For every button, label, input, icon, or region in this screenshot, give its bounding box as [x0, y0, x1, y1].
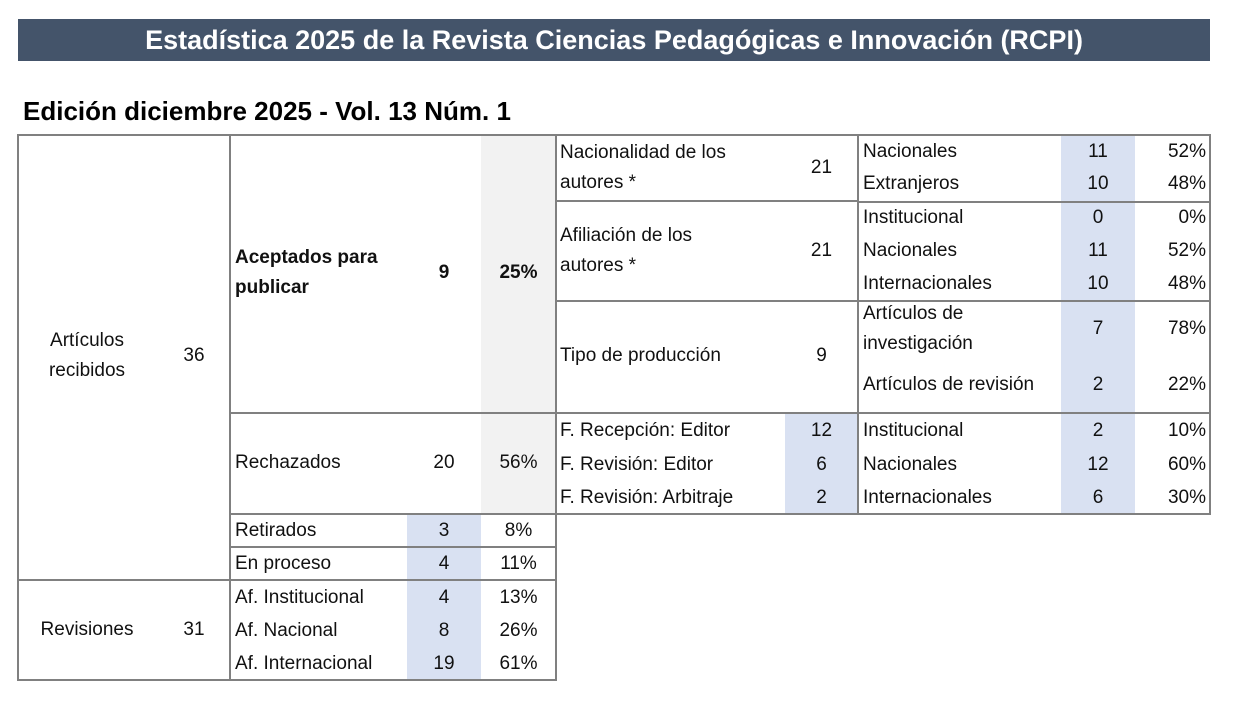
afiliacion-row-pct: 0%	[1178, 207, 1206, 228]
afiliacion-row-value: 0	[1092, 207, 1104, 228]
nacionalidad-row-pct: 52%	[1167, 141, 1206, 162]
tipo-row-pct: 22%	[1167, 374, 1206, 395]
afiliacion-row-label: Institucional	[863, 207, 964, 228]
phase-label: F. Revisión: Editor	[560, 454, 714, 475]
grid-line	[229, 513, 1211, 515]
afiliacion-label: Afiliación de los autores *	[560, 225, 693, 276]
proceso-label: En proceso	[235, 553, 332, 574]
tipo-row-pct: 78%	[1167, 318, 1206, 339]
rechazados-row-pct: 10%	[1167, 420, 1206, 441]
rechazados-value: 20	[433, 452, 455, 473]
recibidos-label: Artículos recibidos	[48, 330, 126, 381]
tipo-value: 9	[816, 345, 827, 366]
grid-line	[555, 134, 557, 681]
grid-line	[229, 412, 1211, 414]
lower-values-bg	[407, 514, 481, 680]
rechazados-row-pct: 60%	[1167, 454, 1206, 475]
grid-line	[1209, 134, 1211, 515]
rechazados-row-label: Nacionales	[863, 454, 957, 475]
grid-line	[857, 201, 1211, 203]
revisiones-value: 31	[183, 619, 205, 640]
afiliacion-row-pct: 52%	[1167, 240, 1206, 261]
nacionalidad-row-label: Nacionales	[863, 141, 957, 162]
phases-values-bg	[785, 413, 858, 514]
breakdown-values-bg	[1061, 135, 1135, 514]
revisiones-row-label: Af. Institucional	[235, 587, 364, 608]
afiliacion-value: 21	[810, 240, 833, 261]
revisiones-row-value: 8	[438, 620, 450, 641]
tipo-row-value: 2	[1092, 374, 1104, 395]
aceptados-pct: 25%	[499, 262, 538, 283]
proceso-pct: 11%	[500, 553, 537, 574]
afiliacion-row-pct: 48%	[1167, 273, 1206, 294]
rechazados-row-value: 12	[1087, 454, 1109, 475]
grid-line	[229, 546, 556, 548]
retirados-value: 3	[438, 520, 450, 541]
phase-value: 12	[810, 420, 833, 441]
nacionalidad-row-value: 10	[1087, 173, 1109, 194]
tipo-row-value: 7	[1092, 318, 1104, 339]
tipo-row-label: Artículos de investigación	[863, 303, 973, 354]
tipo-row-label: Artículos de revisión	[863, 374, 1035, 395]
grid-line	[17, 134, 1211, 136]
nacionalidad-value: 21	[810, 157, 833, 178]
afiliacion-row-label: Internacionales	[863, 273, 992, 294]
rechazados-row-value: 2	[1092, 420, 1104, 441]
grid-line	[229, 134, 231, 681]
nacionalidad-row-label: Extranjeros	[863, 173, 960, 194]
retirados-label: Retirados	[235, 520, 317, 541]
edition-subtitle: Edición diciembre 2025 - Vol. 13 Núm. 1	[23, 96, 511, 126]
rechazados-pct: 56%	[499, 452, 538, 473]
rechazados-row-label: Internacionales	[863, 487, 992, 508]
phase-value: 2	[816, 487, 827, 508]
phase-value: 6	[816, 454, 827, 475]
grid-line	[555, 200, 859, 202]
nacionalidad-label: Nacionalidad de los autores *	[560, 142, 726, 193]
revisiones-row-label: Af. Internacional	[235, 653, 373, 674]
aceptados-value: 9	[438, 262, 450, 283]
revisiones-row-label: Af. Nacional	[235, 620, 338, 641]
revisiones-row-value: 19	[433, 653, 455, 674]
retirados-pct: 8%	[504, 520, 533, 541]
afiliacion-row-label: Nacionales	[863, 240, 957, 261]
rechazados-label: Rechazados	[235, 452, 341, 473]
grid-line	[17, 579, 556, 581]
rechazados-row-value: 6	[1092, 487, 1104, 508]
grid-line	[17, 134, 19, 681]
phase-label: F. Recepción: Editor	[560, 420, 731, 441]
rechazados-row-pct: 30%	[1167, 487, 1206, 508]
afiliacion-row-value: 11	[1088, 240, 1108, 261]
recibidos-value: 36	[183, 345, 205, 366]
proceso-value: 4	[438, 553, 450, 574]
revisiones-row-pct: 61%	[499, 653, 538, 674]
revisiones-row-pct: 26%	[499, 620, 538, 641]
grid-line	[555, 300, 1211, 302]
nacionalidad-row-pct: 48%	[1167, 173, 1206, 194]
revisiones-label: Revisiones	[40, 619, 134, 640]
nacionalidad-row-value: 11	[1088, 141, 1108, 162]
aceptados-label: Aceptados para publicar	[235, 247, 378, 298]
phase-label: F. Revisión: Arbitraje	[560, 487, 734, 508]
tipo-label: Tipo de producción	[560, 345, 721, 366]
page-title: Estadística 2025 de la Revista Ciencias …	[18, 19, 1210, 61]
grid-line	[17, 679, 556, 681]
rechazados-pct-bg	[481, 413, 556, 514]
afiliacion-row-value: 10	[1087, 273, 1109, 294]
rechazados-row-label: Institucional	[863, 420, 964, 441]
aceptados-pct-bg	[481, 135, 556, 413]
grid-line	[857, 134, 859, 515]
revisiones-row-value: 4	[438, 587, 450, 608]
revisiones-row-pct: 13%	[499, 587, 538, 608]
